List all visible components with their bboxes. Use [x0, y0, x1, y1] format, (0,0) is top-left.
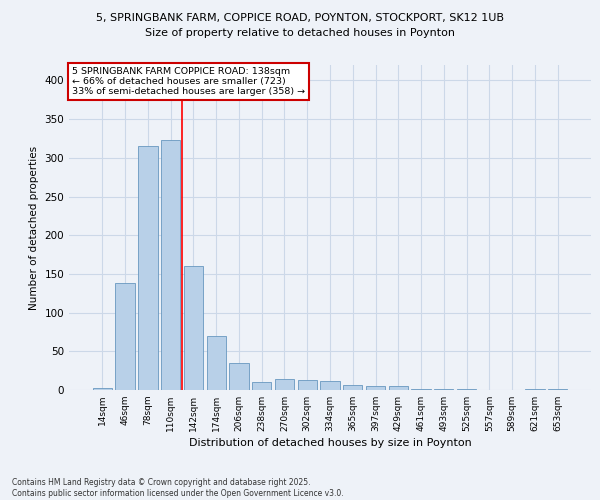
Text: 5, SPRINGBANK FARM, COPPICE ROAD, POYNTON, STOCKPORT, SK12 1UB: 5, SPRINGBANK FARM, COPPICE ROAD, POYNTO…	[96, 12, 504, 22]
Y-axis label: Number of detached properties: Number of detached properties	[29, 146, 39, 310]
Bar	[366, 386, 385, 390]
Bar	[434, 389, 454, 390]
Bar	[206, 336, 226, 390]
Bar	[161, 140, 181, 390]
Text: 5 SPRINGBANK FARM COPPICE ROAD: 138sqm
← 66% of detached houses are smaller (723: 5 SPRINGBANK FARM COPPICE ROAD: 138sqm ←…	[71, 66, 305, 96]
Bar	[184, 266, 203, 390]
Bar	[138, 146, 158, 390]
Text: Contains HM Land Registry data © Crown copyright and database right 2025.
Contai: Contains HM Land Registry data © Crown c…	[12, 478, 344, 498]
Bar	[298, 380, 317, 390]
Bar	[320, 382, 340, 390]
Bar	[93, 388, 112, 390]
Bar	[457, 389, 476, 390]
Bar	[275, 379, 294, 390]
X-axis label: Distribution of detached houses by size in Poynton: Distribution of detached houses by size …	[188, 438, 472, 448]
Bar	[548, 389, 567, 390]
Text: Size of property relative to detached houses in Poynton: Size of property relative to detached ho…	[145, 28, 455, 38]
Bar	[229, 363, 248, 390]
Bar	[412, 389, 431, 390]
Bar	[252, 382, 271, 390]
Bar	[115, 283, 135, 390]
Bar	[343, 384, 362, 390]
Bar	[389, 386, 408, 390]
Bar	[525, 389, 545, 390]
